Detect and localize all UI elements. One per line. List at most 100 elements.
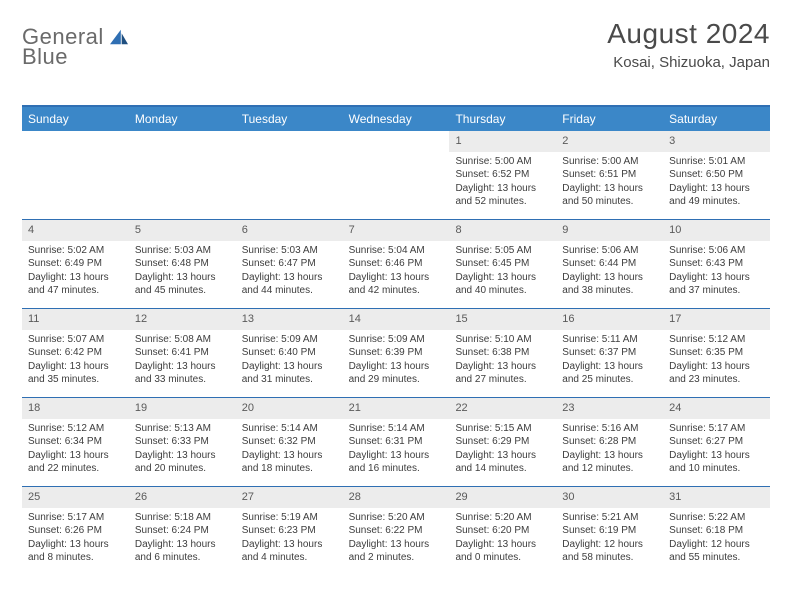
daylight-line-1: Daylight: 13 hours (669, 360, 764, 374)
day-number: 7 (343, 220, 450, 241)
sunrise: Sunrise: 5:17 AM (28, 511, 123, 525)
day-number: 13 (236, 309, 343, 330)
sunrise: Sunrise: 5:12 AM (669, 333, 764, 347)
day-number (236, 131, 343, 150)
day-cell (22, 131, 129, 219)
sunset: Sunset: 6:26 PM (28, 524, 123, 538)
day-number: 18 (22, 398, 129, 419)
calendar: Sunday Monday Tuesday Wednesday Thursday… (22, 105, 770, 575)
sunrise: Sunrise: 5:09 AM (349, 333, 444, 347)
daylight-line-2: and 45 minutes. (135, 284, 230, 298)
day-body: Sunrise: 5:06 AMSunset: 6:44 PMDaylight:… (556, 241, 663, 304)
daylight-line-1: Daylight: 13 hours (562, 182, 657, 196)
sunset: Sunset: 6:33 PM (135, 435, 230, 449)
day-number: 17 (663, 309, 770, 330)
day-body: Sunrise: 5:13 AMSunset: 6:33 PMDaylight:… (129, 419, 236, 482)
week-row: 25Sunrise: 5:17 AMSunset: 6:26 PMDayligh… (22, 487, 770, 575)
day-cell: 14Sunrise: 5:09 AMSunset: 6:39 PMDayligh… (343, 309, 450, 397)
day-number: 8 (449, 220, 556, 241)
day-cell (236, 131, 343, 219)
title-block: August 2024 Kosai, Shizuoka, Japan (607, 18, 770, 71)
day-cell (343, 131, 450, 219)
sunrise: Sunrise: 5:14 AM (242, 422, 337, 436)
day-body: Sunrise: 5:03 AMSunset: 6:48 PMDaylight:… (129, 241, 236, 304)
daylight-line-2: and 0 minutes. (455, 551, 550, 565)
day-number: 3 (663, 131, 770, 152)
daylight-line-1: Daylight: 13 hours (135, 271, 230, 285)
daylight-line-2: and 58 minutes. (562, 551, 657, 565)
day-number: 15 (449, 309, 556, 330)
header: General August 2024 Kosai, Shizuoka, Jap… (22, 18, 770, 71)
day-number: 26 (129, 487, 236, 508)
day-number (129, 131, 236, 150)
day-body: Sunrise: 5:01 AMSunset: 6:50 PMDaylight:… (663, 152, 770, 215)
day-cell: 25Sunrise: 5:17 AMSunset: 6:26 PMDayligh… (22, 487, 129, 575)
day-cell: 10Sunrise: 5:06 AMSunset: 6:43 PMDayligh… (663, 220, 770, 308)
day-cell: 24Sunrise: 5:17 AMSunset: 6:27 PMDayligh… (663, 398, 770, 486)
sunset: Sunset: 6:50 PM (669, 168, 764, 182)
daylight-line-1: Daylight: 13 hours (242, 271, 337, 285)
sunset: Sunset: 6:43 PM (669, 257, 764, 271)
day-number: 19 (129, 398, 236, 419)
sunrise: Sunrise: 5:00 AM (562, 155, 657, 169)
day-cell: 20Sunrise: 5:14 AMSunset: 6:32 PMDayligh… (236, 398, 343, 486)
daylight-line-1: Daylight: 13 hours (455, 271, 550, 285)
daylight-line-2: and 18 minutes. (242, 462, 337, 476)
sunrise: Sunrise: 5:12 AM (28, 422, 123, 436)
day-cell: 27Sunrise: 5:19 AMSunset: 6:23 PMDayligh… (236, 487, 343, 575)
daylight-line-1: Daylight: 12 hours (669, 538, 764, 552)
sunset: Sunset: 6:18 PM (669, 524, 764, 538)
day-cell: 23Sunrise: 5:16 AMSunset: 6:28 PMDayligh… (556, 398, 663, 486)
sunrise: Sunrise: 5:10 AM (455, 333, 550, 347)
sunset: Sunset: 6:19 PM (562, 524, 657, 538)
daylight-line-1: Daylight: 13 hours (669, 449, 764, 463)
day-number: 22 (449, 398, 556, 419)
daylight-line-1: Daylight: 13 hours (669, 271, 764, 285)
sunset: Sunset: 6:38 PM (455, 346, 550, 360)
day-body: Sunrise: 5:02 AMSunset: 6:49 PMDaylight:… (22, 241, 129, 304)
daylight-line-1: Daylight: 13 hours (349, 538, 444, 552)
daylight-line-2: and 47 minutes. (28, 284, 123, 298)
sunrise: Sunrise: 5:11 AM (562, 333, 657, 347)
sunset: Sunset: 6:45 PM (455, 257, 550, 271)
daylight-line-2: and 55 minutes. (669, 551, 764, 565)
daylight-line-1: Daylight: 13 hours (455, 182, 550, 196)
sunset: Sunset: 6:35 PM (669, 346, 764, 360)
daylight-line-1: Daylight: 13 hours (455, 360, 550, 374)
daylight-line-1: Daylight: 13 hours (562, 360, 657, 374)
sunrise: Sunrise: 5:05 AM (455, 244, 550, 258)
daylight-line-1: Daylight: 13 hours (135, 538, 230, 552)
daylight-line-1: Daylight: 13 hours (669, 182, 764, 196)
day-body: Sunrise: 5:00 AMSunset: 6:52 PMDaylight:… (449, 152, 556, 215)
day-body: Sunrise: 5:20 AMSunset: 6:22 PMDaylight:… (343, 508, 450, 571)
day-cell: 1Sunrise: 5:00 AMSunset: 6:52 PMDaylight… (449, 131, 556, 219)
day-cell (129, 131, 236, 219)
sunrise: Sunrise: 5:14 AM (349, 422, 444, 436)
sunrise: Sunrise: 5:21 AM (562, 511, 657, 525)
sunset: Sunset: 6:41 PM (135, 346, 230, 360)
sunrise: Sunrise: 5:15 AM (455, 422, 550, 436)
day-number: 2 (556, 131, 663, 152)
day-cell: 8 Sunrise: 5:05 AMSunset: 6:45 PMDaylight… (449, 220, 556, 308)
day-cell: 7Sunrise: 5:04 AMSunset: 6:46 PMDaylight… (343, 220, 450, 308)
sunrise: Sunrise: 5:04 AM (349, 244, 444, 258)
day-number: 11 (22, 309, 129, 330)
day-cell: 22Sunrise: 5:15 AMSunset: 6:29 PMDayligh… (449, 398, 556, 486)
day-cell: 16Sunrise: 5:11 AMSunset: 6:37 PMDayligh… (556, 309, 663, 397)
sunset: Sunset: 6:40 PM (242, 346, 337, 360)
day-cell: 11Sunrise: 5:07 AMSunset: 6:42 PMDayligh… (22, 309, 129, 397)
sunrise: Sunrise: 5:09 AM (242, 333, 337, 347)
day-cell: 29Sunrise: 5:20 AMSunset: 6:20 PMDayligh… (449, 487, 556, 575)
sunset: Sunset: 6:32 PM (242, 435, 337, 449)
sunrise: Sunrise: 5:06 AM (669, 244, 764, 258)
sunset: Sunset: 6:37 PM (562, 346, 657, 360)
weeks-container: 1Sunrise: 5:00 AMSunset: 6:52 PMDaylight… (22, 131, 770, 575)
dow-tuesday: Tuesday (236, 107, 343, 131)
sunrise: Sunrise: 5:20 AM (455, 511, 550, 525)
dow-friday: Friday (556, 107, 663, 131)
sunrise: Sunrise: 5:20 AM (349, 511, 444, 525)
sunrise: Sunrise: 5:02 AM (28, 244, 123, 258)
daylight-line-1: Daylight: 13 hours (349, 271, 444, 285)
daylight-line-2: and 33 minutes. (135, 373, 230, 387)
day-body: Sunrise: 5:19 AMSunset: 6:23 PMDaylight:… (236, 508, 343, 571)
